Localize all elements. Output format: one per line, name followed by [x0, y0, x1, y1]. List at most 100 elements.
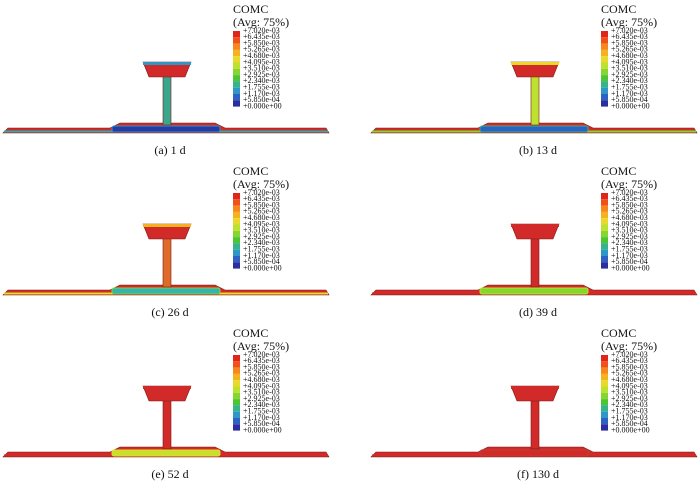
legend-swatch — [601, 224, 608, 231]
legend-label: +5.850e-04 — [243, 257, 280, 266]
legend-label: +1.170e-03 — [611, 89, 648, 98]
legend-label: +5.850e-03 — [243, 200, 280, 209]
caption: (c) 26 d — [151, 305, 188, 319]
legend-swatch — [233, 361, 240, 368]
legend-swatch — [601, 37, 608, 44]
legend-swatch — [233, 218, 240, 225]
legend-swatch — [233, 49, 240, 57]
stem — [530, 393, 540, 450]
legend-label: +3.510e-03 — [243, 388, 280, 397]
legend-label: +5.265e-03 — [243, 369, 280, 378]
legend-swatch — [601, 87, 608, 94]
legend-swatch — [233, 256, 240, 263]
legend-swatch — [233, 373, 240, 381]
legend-swatch — [233, 224, 240, 231]
legend-label: +6.435e-03 — [611, 356, 648, 365]
legend-label: +3.510e-03 — [243, 226, 280, 235]
legend-label: +2.925e-03 — [243, 232, 280, 241]
legend-label: +4.680e-03 — [243, 213, 280, 222]
legend-subtitle: (Avg: 75%) — [601, 15, 657, 29]
legend-label: +5.850e-03 — [611, 200, 648, 209]
legend-swatch — [233, 31, 240, 38]
flange-top — [511, 62, 559, 65]
legend-title: COMC — [233, 2, 268, 16]
legend-label: +2.340e-03 — [243, 238, 280, 247]
legend-title: COMC — [601, 164, 636, 178]
legend-label: +4.095e-03 — [243, 381, 280, 390]
legend-label: +4.095e-03 — [611, 219, 648, 228]
legend-label: +3.510e-03 — [611, 388, 648, 397]
caption: (a) 1 d — [154, 143, 185, 157]
legend-title: COMC — [601, 2, 636, 16]
legend-label: +0.000e+00 — [611, 263, 650, 272]
legend-label: +4.095e-03 — [243, 57, 280, 66]
legend-swatch — [601, 355, 608, 362]
legend-swatch — [233, 193, 240, 200]
legend-label: +3.510e-03 — [611, 226, 648, 235]
legend-label: +1.170e-03 — [243, 89, 280, 98]
legend-label: +2.340e-03 — [611, 76, 648, 85]
legend-label: +4.095e-03 — [611, 381, 648, 390]
legend-swatch — [233, 37, 240, 44]
caption: (d) 39 d — [519, 305, 557, 319]
flange-top — [511, 386, 559, 389]
legend-swatch — [601, 249, 608, 256]
legend-swatch — [601, 367, 608, 374]
legend-swatch — [601, 193, 608, 200]
legend-swatch — [601, 361, 608, 368]
legend-label: +1.170e-03 — [243, 251, 280, 260]
legend-swatch — [233, 355, 240, 362]
legend-label: +0.000e+00 — [243, 425, 282, 434]
legend-label: +5.265e-03 — [611, 207, 648, 216]
legend-swatch — [233, 243, 240, 250]
legend-swatch — [601, 94, 608, 101]
panel: COMC(Avg: 75%)+7.020e-03+6.435e-03+5.850… — [2, 2, 330, 157]
legend-swatch — [601, 418, 608, 425]
legend-swatch — [233, 205, 240, 212]
legend-swatch — [233, 94, 240, 101]
legend-swatch — [233, 230, 240, 238]
legend-label: +7.020e-03 — [611, 350, 648, 359]
legend-label: +5.265e-03 — [243, 45, 280, 54]
legend-label: +5.850e-03 — [611, 362, 648, 371]
legend-label: +5.850e-03 — [243, 362, 280, 371]
slab-core — [479, 287, 589, 295]
slab-core — [479, 449, 589, 457]
legend-swatch — [601, 211, 608, 219]
legend-swatch — [233, 75, 240, 82]
legend-swatch — [233, 399, 240, 406]
legend-swatch — [601, 75, 608, 82]
legend-subtitle: (Avg: 75%) — [601, 339, 657, 353]
legend-swatch — [233, 380, 240, 387]
legend-label: +1.755e-03 — [611, 407, 648, 416]
legend-label: +4.680e-03 — [611, 213, 648, 222]
legend-swatch — [233, 411, 240, 418]
legend-label: +0.000e+00 — [243, 101, 282, 110]
legend-swatch — [233, 424, 240, 431]
legend-swatch — [233, 87, 240, 94]
legend-swatch — [601, 218, 608, 225]
legend-swatch — [601, 43, 608, 50]
legend-subtitle: (Avg: 75%) — [233, 177, 289, 191]
legend-label: +1.170e-03 — [611, 251, 648, 260]
legend-label: +6.435e-03 — [611, 194, 648, 203]
legend-swatch — [601, 199, 608, 206]
legend-swatch — [601, 237, 608, 244]
legend-swatch — [233, 62, 240, 69]
legend-label: +1.170e-03 — [611, 413, 648, 422]
panel: COMC(Avg: 75%)+7.020e-03+6.435e-03+5.850… — [2, 326, 330, 481]
legend-label: +3.510e-03 — [611, 64, 648, 73]
legend-label: +1.755e-03 — [611, 83, 648, 92]
legend-swatch — [233, 386, 240, 393]
legend-swatch — [233, 100, 240, 107]
legend-label: +1.755e-03 — [243, 83, 280, 92]
legend-swatch — [601, 392, 608, 400]
legend-label: +5.265e-03 — [611, 369, 648, 378]
legend-subtitle: (Avg: 75%) — [233, 339, 289, 353]
legend-title: COMC — [233, 164, 268, 178]
legend-swatch — [601, 68, 608, 76]
legend-label: +1.170e-03 — [243, 413, 280, 422]
legend-label: +6.435e-03 — [243, 356, 280, 365]
legend-swatch — [233, 56, 240, 63]
